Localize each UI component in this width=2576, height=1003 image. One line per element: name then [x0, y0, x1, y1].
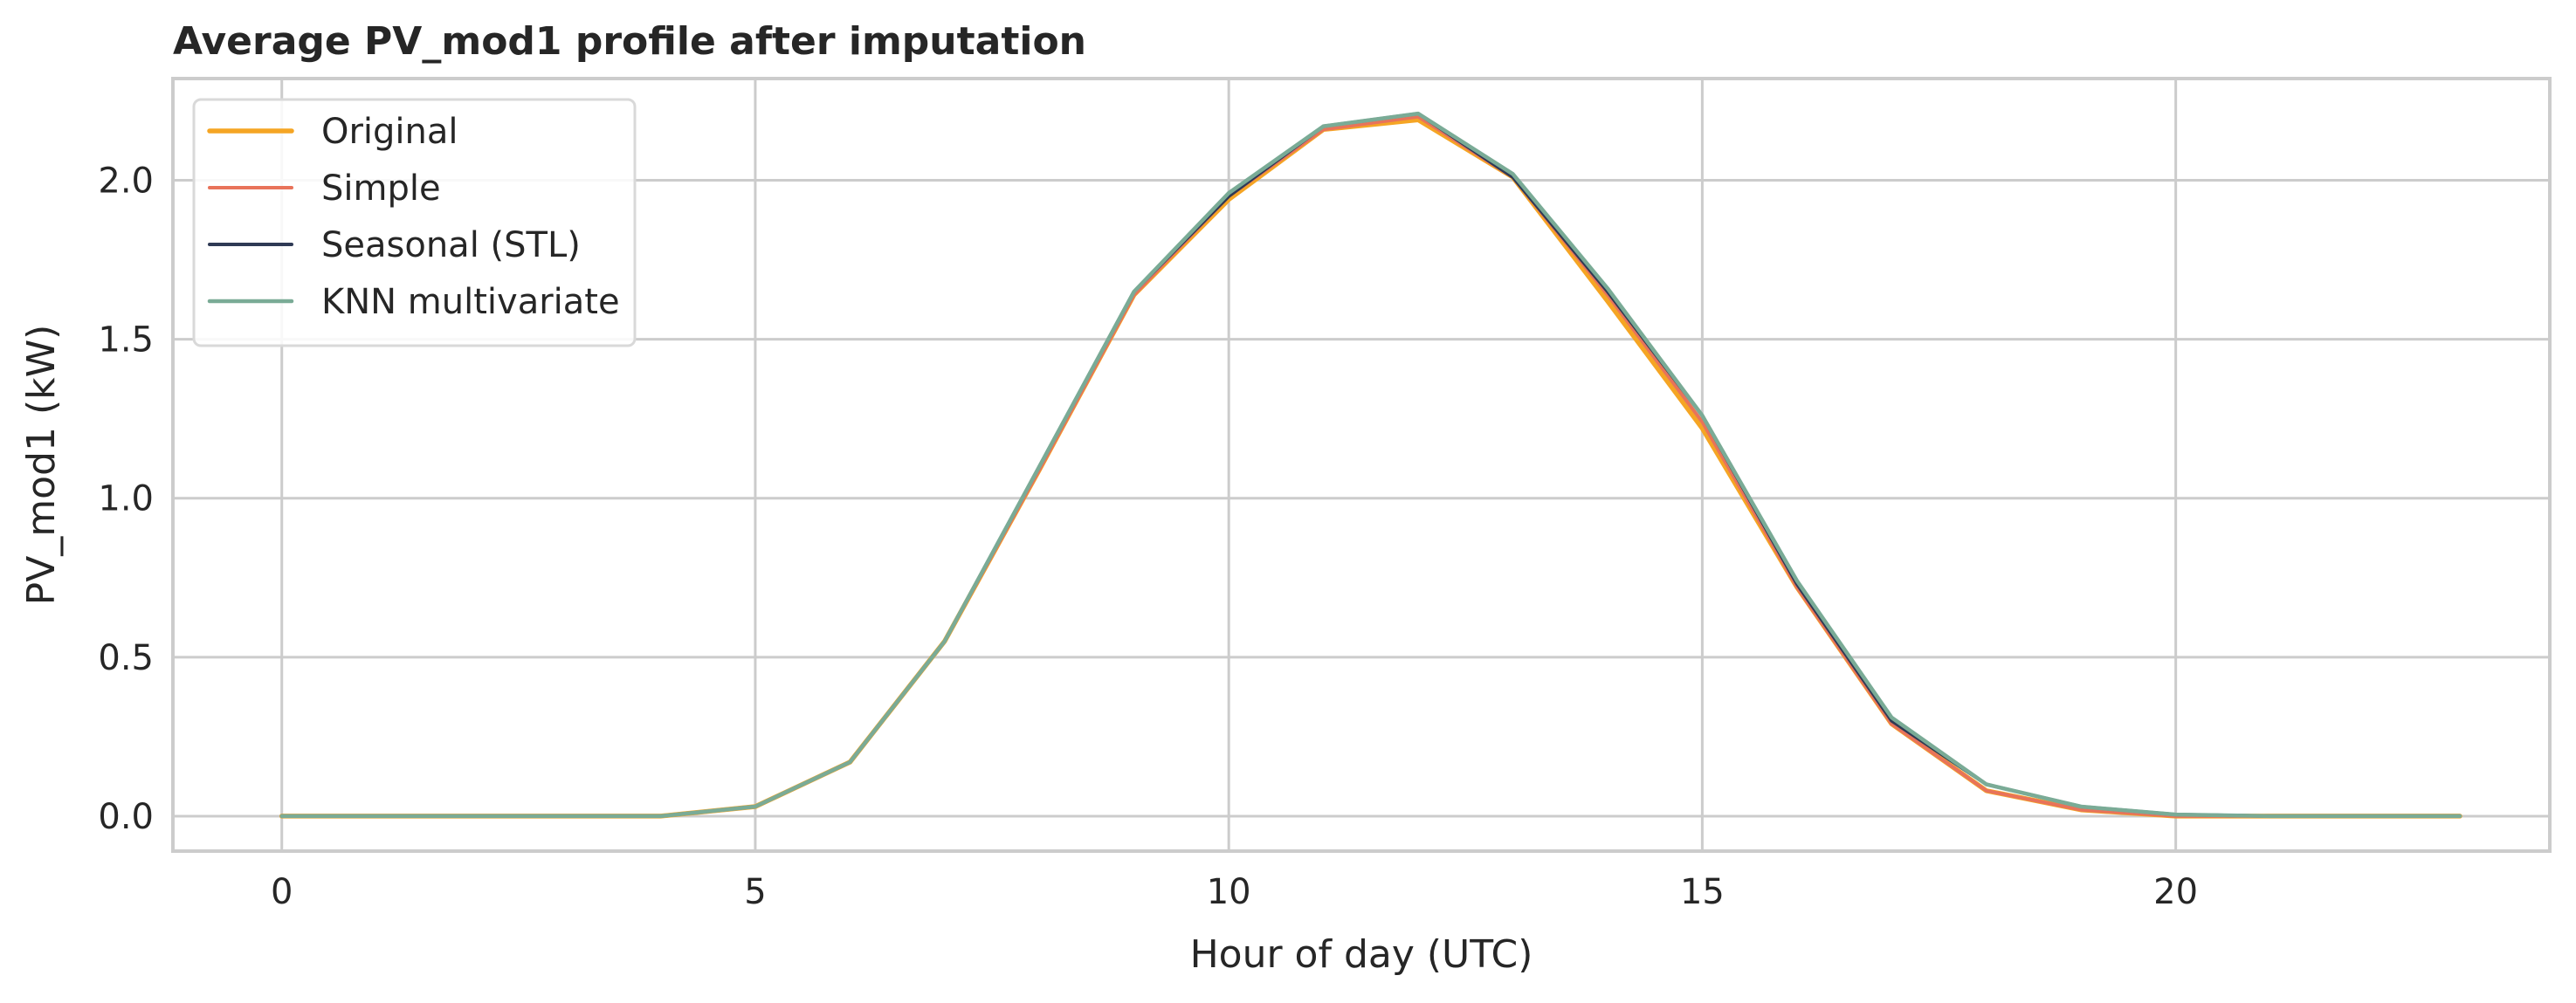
y-tick-label: 1.5 — [98, 320, 154, 361]
y-axis-label: PV_mod1 (kW) — [19, 325, 64, 606]
x-tick-label: 0 — [271, 872, 293, 912]
x-tick-label: 15 — [1680, 872, 1725, 912]
series-layer — [279, 111, 2462, 819]
legend: Original Simple Seasonal (STL) KNN multivar… — [192, 98, 637, 347]
y-tick-label: 2.0 — [98, 161, 154, 202]
legend-label: Original — [321, 112, 458, 152]
chart-title: Average PV_mod1 profile after imputation — [173, 19, 1086, 64]
legend-label: KNN multivariate — [321, 282, 620, 322]
y-tick-label: 0.0 — [98, 797, 154, 837]
x-tick-label: 10 — [1207, 872, 1251, 912]
tick-layer: 0 5 10 15 20 0.0 0.5 1.0 1.5 2.0 — [98, 161, 2198, 912]
legend-label: Seasonal (STL) — [321, 225, 581, 265]
y-tick-label: 0.5 — [98, 638, 154, 678]
series-line-knn-multivariate — [279, 111, 2462, 819]
x-tick-label: 20 — [2153, 872, 2198, 912]
x-tick-label: 5 — [744, 872, 766, 912]
y-tick-label: 1.0 — [98, 479, 154, 519]
legend-box — [192, 98, 637, 347]
x-axis-label: Hour of day (UTC) — [1190, 932, 1533, 977]
legend-label: Simple — [321, 168, 441, 209]
plot-frame — [171, 77, 2552, 853]
